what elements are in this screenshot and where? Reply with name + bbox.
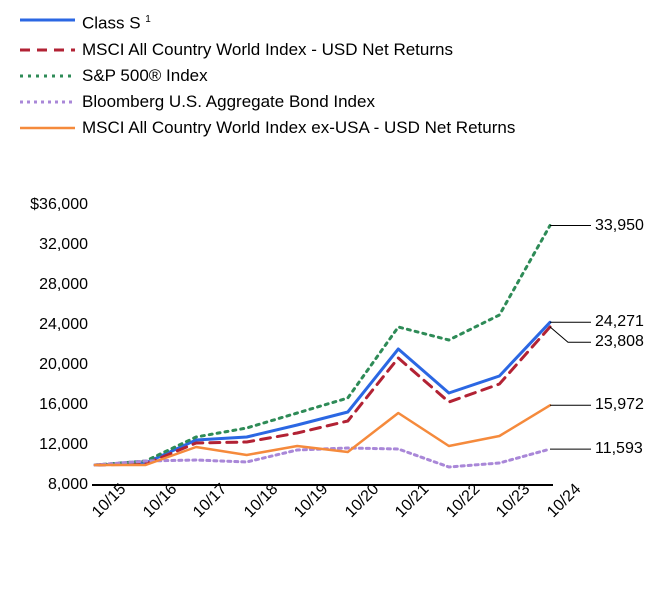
legend-item: S&P 500® Index [20, 66, 620, 86]
legend-swatch-acwi-ex [20, 118, 82, 136]
y-axis-label: 16,000 [8, 396, 88, 414]
growth-chart: $36,000 32,000 28,000 24,000 20,000 16,000 12,… [0, 195, 672, 585]
legend-label-sup: 1 [145, 14, 151, 25]
end-value-acwi_ex: 15,972 [595, 396, 644, 414]
series-sp500 [95, 226, 550, 466]
y-axis-label: 28,000 [8, 276, 88, 294]
legend-item: MSCI All Country World Index ex-USA - US… [20, 118, 620, 138]
end-value-agg: 11,593 [595, 440, 643, 458]
end-value-class_s: 24,271 [595, 313, 644, 331]
series-class_s [95, 322, 550, 465]
legend-label: S&P 500® Index [82, 66, 208, 86]
legend-swatch-class-s [20, 10, 82, 28]
y-axis-label: 20,000 [8, 356, 88, 374]
end-value-acwi: 23,808 [595, 333, 644, 351]
series-acwi [95, 327, 550, 465]
legend-label: MSCI All Country World Index - USD Net R… [82, 40, 453, 60]
end-value-sp500: 33,950 [595, 217, 644, 235]
legend-label: Bloomberg U.S. Aggregate Bond Index [82, 92, 375, 112]
y-axis-label: 32,000 [8, 236, 88, 254]
y-axis-label: 8,000 [8, 476, 88, 494]
legend-label: MSCI All Country World Index ex-USA - US… [82, 118, 515, 138]
legend-swatch-sp500 [20, 66, 82, 84]
y-axis-label: $36,000 [8, 196, 88, 214]
legend-label: Class S 1 [82, 10, 151, 34]
legend-item: Bloomberg U.S. Aggregate Bond Index [20, 92, 620, 112]
legend-swatch-agg [20, 92, 82, 110]
legend: Class S 1 MSCI All Country World Index -… [20, 10, 620, 144]
legend-item: MSCI All Country World Index - USD Net R… [20, 40, 620, 60]
y-axis-label: 24,000 [8, 316, 88, 334]
y-axis-label: 12,000 [8, 436, 88, 454]
chart-svg [0, 195, 672, 585]
legend-item: Class S 1 [20, 10, 620, 34]
legend-label-text: Class S [82, 14, 145, 33]
legend-swatch-acwi [20, 40, 82, 58]
